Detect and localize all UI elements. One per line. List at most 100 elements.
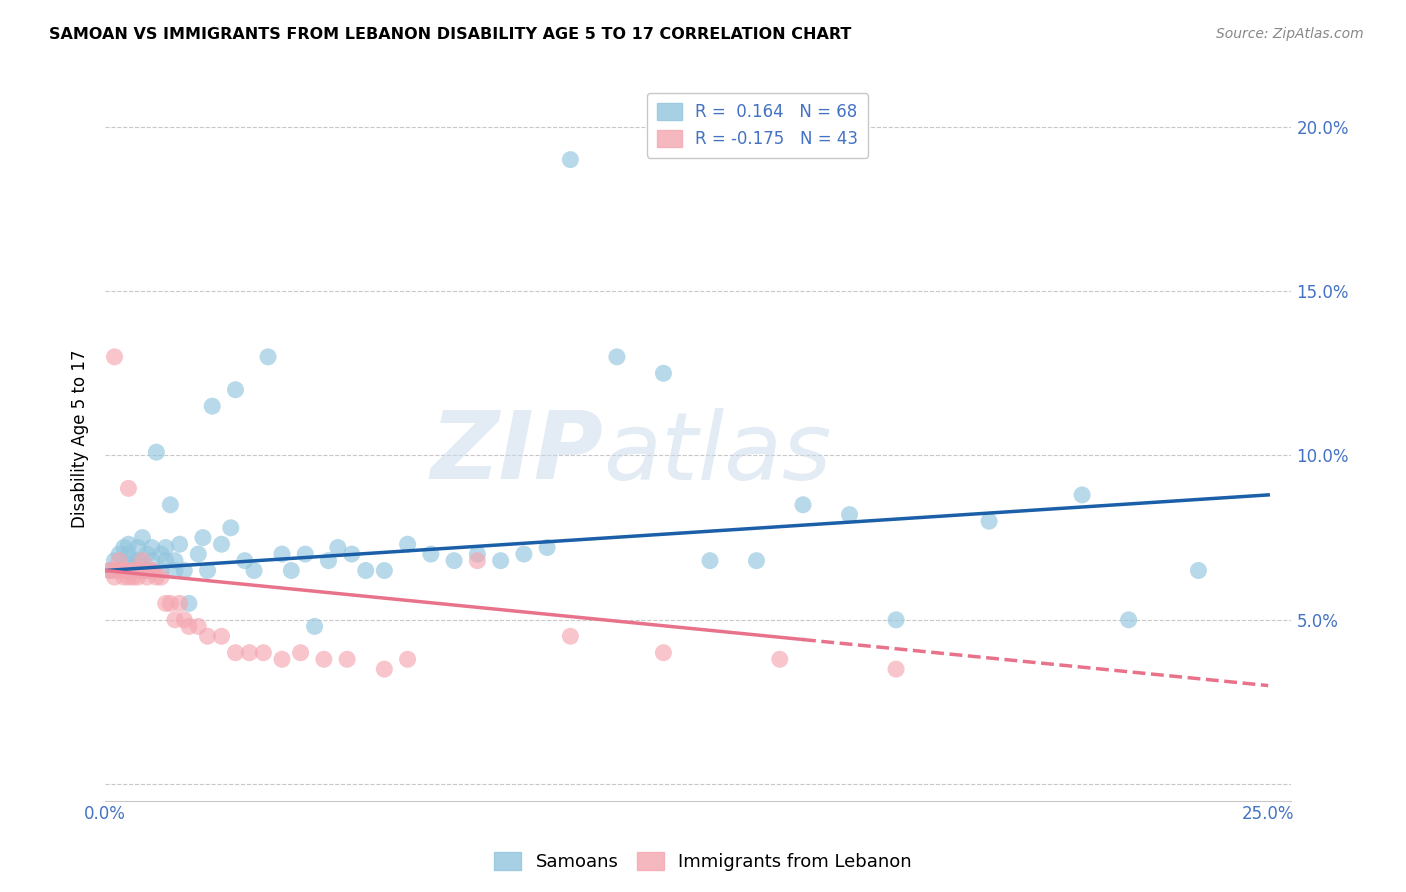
Point <box>280 564 302 578</box>
Point <box>326 541 349 555</box>
Point <box>173 613 195 627</box>
Point <box>197 629 219 643</box>
Point <box>127 541 149 555</box>
Point <box>769 652 792 666</box>
Point <box>243 564 266 578</box>
Point <box>396 537 419 551</box>
Point <box>536 541 558 555</box>
Point <box>373 662 395 676</box>
Point <box>318 554 340 568</box>
Point <box>252 646 274 660</box>
Point <box>884 662 907 676</box>
Point <box>131 564 153 578</box>
Point <box>177 596 200 610</box>
Point <box>112 564 135 578</box>
Point <box>159 596 181 610</box>
Point <box>336 652 359 666</box>
Point <box>224 646 246 660</box>
Point <box>219 521 242 535</box>
Point <box>155 554 177 568</box>
Point <box>122 570 145 584</box>
Point <box>131 564 153 578</box>
Point <box>467 554 489 568</box>
Point <box>150 547 173 561</box>
Point <box>127 564 149 578</box>
Point <box>792 498 814 512</box>
Point <box>136 570 159 584</box>
Point <box>211 537 233 551</box>
Y-axis label: Disability Age 5 to 17: Disability Age 5 to 17 <box>72 350 89 528</box>
Point <box>122 554 145 568</box>
Point <box>173 564 195 578</box>
Point <box>191 531 214 545</box>
Point <box>224 383 246 397</box>
Legend: R =  0.164   N = 68, R = -0.175   N = 43: R = 0.164 N = 68, R = -0.175 N = 43 <box>647 93 869 158</box>
Point <box>145 570 167 584</box>
Point <box>117 537 139 551</box>
Point <box>103 554 125 568</box>
Point <box>159 498 181 512</box>
Point <box>187 547 209 561</box>
Point <box>396 652 419 666</box>
Text: Source: ZipAtlas.com: Source: ZipAtlas.com <box>1216 27 1364 41</box>
Point <box>606 350 628 364</box>
Point <box>141 564 163 578</box>
Point <box>201 399 224 413</box>
Legend: Samoans, Immigrants from Lebanon: Samoans, Immigrants from Lebanon <box>486 845 920 879</box>
Point <box>117 570 139 584</box>
Text: SAMOAN VS IMMIGRANTS FROM LEBANON DISABILITY AGE 5 TO 17 CORRELATION CHART: SAMOAN VS IMMIGRANTS FROM LEBANON DISABI… <box>49 27 852 42</box>
Point <box>271 652 294 666</box>
Point <box>211 629 233 643</box>
Point <box>112 541 135 555</box>
Point <box>312 652 335 666</box>
Point <box>117 547 139 561</box>
Point <box>177 619 200 633</box>
Point <box>136 564 159 578</box>
Point <box>257 350 280 364</box>
Point <box>127 570 149 584</box>
Point <box>103 570 125 584</box>
Point <box>108 564 131 578</box>
Point <box>652 646 675 660</box>
Point <box>141 541 163 555</box>
Point <box>1118 613 1140 627</box>
Point <box>294 547 316 561</box>
Point <box>1071 488 1094 502</box>
Point <box>304 619 326 633</box>
Text: ZIP: ZIP <box>430 408 603 500</box>
Point <box>141 564 163 578</box>
Point <box>163 613 186 627</box>
Point <box>354 564 377 578</box>
Text: atlas: atlas <box>603 408 832 499</box>
Point <box>977 514 1000 528</box>
Point <box>122 564 145 578</box>
Point <box>373 564 395 578</box>
Point <box>163 554 186 568</box>
Point <box>108 547 131 561</box>
Point <box>155 541 177 555</box>
Point <box>131 531 153 545</box>
Point <box>103 564 125 578</box>
Point <box>340 547 363 561</box>
Point <box>163 564 186 578</box>
Point <box>122 564 145 578</box>
Point <box>197 564 219 578</box>
Point <box>103 350 125 364</box>
Point <box>117 564 139 578</box>
Point <box>233 554 256 568</box>
Point <box>155 596 177 610</box>
Point <box>127 564 149 578</box>
Point <box>838 508 860 522</box>
Point <box>141 554 163 568</box>
Point <box>136 547 159 561</box>
Point <box>419 547 441 561</box>
Point <box>290 646 312 660</box>
Point <box>560 153 582 167</box>
Point <box>884 613 907 627</box>
Point <box>108 554 131 568</box>
Point <box>467 547 489 561</box>
Point <box>169 537 191 551</box>
Point <box>1187 564 1209 578</box>
Point <box>238 646 260 660</box>
Point <box>98 564 121 578</box>
